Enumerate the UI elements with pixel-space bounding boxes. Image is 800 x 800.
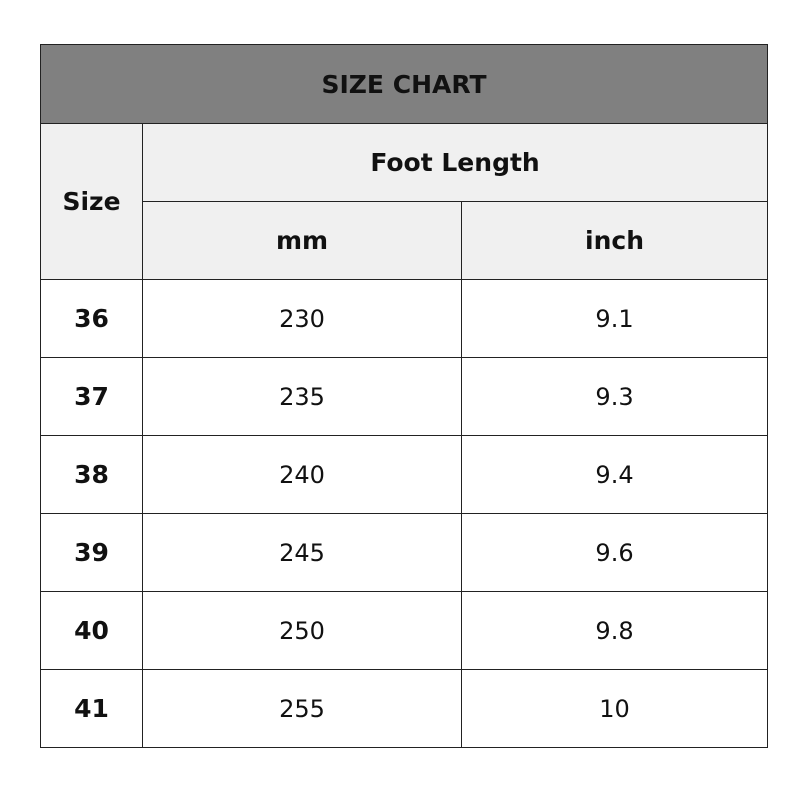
cell-size: 39: [40, 513, 143, 592]
cell-mm: 230: [142, 279, 462, 358]
header-foot-length: Foot Length: [141, 123, 769, 202]
cell-size: 36: [40, 279, 143, 358]
cell-mm: 240: [142, 435, 462, 514]
table-row: 37 235 9.3: [40, 357, 769, 436]
cell-inch: 9.6: [460, 513, 769, 592]
cell-size: 40: [40, 591, 143, 670]
size-chart-table: SIZE CHART Size Foot Length mm inch 36 23…: [39, 44, 769, 748]
cell-inch: 9.8: [460, 591, 769, 670]
cell-inch: 9.3: [460, 357, 769, 436]
cell-inch: 9.1: [460, 279, 769, 358]
table-row: 36 230 9.1: [40, 279, 769, 358]
cell-mm: 255: [142, 669, 462, 748]
cell-size: 38: [40, 435, 143, 514]
header-inch: inch: [460, 201, 769, 280]
cell-mm: 245: [142, 513, 462, 592]
header-size: Size: [40, 123, 143, 280]
cell-size: 41: [40, 669, 143, 748]
header-mm: mm: [142, 201, 462, 280]
table-row: 38 240 9.4: [40, 435, 769, 514]
cell-mm: 250: [142, 591, 462, 670]
table-row: 39 245 9.6: [40, 513, 769, 592]
cell-inch: 10: [460, 669, 769, 748]
cell-mm: 235: [142, 357, 462, 436]
table-row: 41 255 10: [40, 669, 769, 748]
table-row: 40 250 9.8: [40, 591, 769, 670]
cell-inch: 9.4: [460, 435, 769, 514]
table-title: SIZE CHART: [39, 44, 769, 124]
cell-size: 37: [40, 357, 143, 436]
